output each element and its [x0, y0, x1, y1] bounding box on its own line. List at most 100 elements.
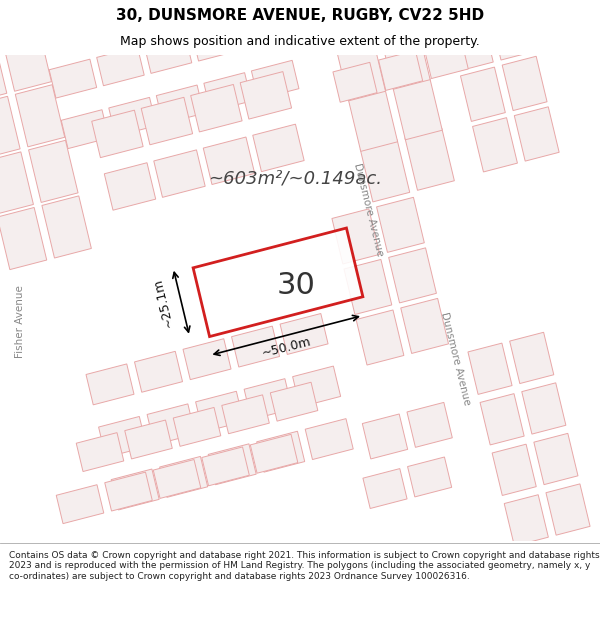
Polygon shape	[490, 6, 535, 60]
Polygon shape	[473, 118, 517, 172]
Polygon shape	[196, 391, 244, 432]
Polygon shape	[192, 22, 239, 61]
Polygon shape	[413, 0, 457, 30]
Polygon shape	[85, 0, 132, 35]
Polygon shape	[424, 39, 468, 79]
Polygon shape	[436, 0, 481, 21]
Polygon shape	[191, 84, 242, 132]
Polygon shape	[502, 56, 547, 111]
Polygon shape	[360, 140, 410, 202]
Polygon shape	[407, 402, 452, 448]
Polygon shape	[514, 107, 559, 161]
Polygon shape	[239, 10, 287, 49]
Polygon shape	[280, 314, 328, 354]
Polygon shape	[305, 419, 353, 459]
Polygon shape	[183, 339, 231, 379]
Polygon shape	[0, 208, 47, 269]
Polygon shape	[2, 29, 52, 91]
Polygon shape	[134, 351, 182, 392]
Polygon shape	[244, 379, 292, 419]
Polygon shape	[37, 9, 85, 48]
Polygon shape	[546, 484, 590, 535]
Polygon shape	[363, 469, 407, 509]
Polygon shape	[389, 248, 436, 303]
Polygon shape	[204, 72, 251, 112]
Text: ~603m²/~0.149ac.: ~603m²/~0.149ac.	[208, 169, 382, 187]
Polygon shape	[49, 59, 97, 98]
Polygon shape	[92, 110, 143, 158]
Polygon shape	[348, 89, 398, 151]
Polygon shape	[460, 67, 505, 121]
Polygon shape	[407, 457, 452, 497]
Polygon shape	[367, 2, 411, 42]
Polygon shape	[293, 366, 341, 407]
Polygon shape	[153, 459, 201, 498]
Polygon shape	[222, 395, 269, 434]
Polygon shape	[0, 0, 38, 36]
Polygon shape	[147, 404, 195, 445]
Polygon shape	[76, 432, 124, 471]
Text: Contains OS data © Crown copyright and database right 2021. This information is : Contains OS data © Crown copyright and d…	[9, 551, 599, 581]
Polygon shape	[362, 414, 407, 459]
Polygon shape	[270, 382, 318, 421]
Polygon shape	[29, 140, 78, 202]
Polygon shape	[203, 137, 254, 184]
Polygon shape	[144, 34, 192, 73]
Polygon shape	[179, 0, 227, 11]
Polygon shape	[0, 96, 20, 158]
Polygon shape	[332, 209, 380, 264]
Polygon shape	[401, 298, 449, 353]
Polygon shape	[250, 434, 298, 473]
Polygon shape	[104, 162, 156, 210]
Polygon shape	[109, 98, 157, 136]
Polygon shape	[253, 124, 304, 172]
Polygon shape	[232, 326, 280, 367]
Polygon shape	[141, 98, 193, 145]
Polygon shape	[173, 408, 221, 446]
Polygon shape	[0, 41, 7, 103]
Polygon shape	[336, 39, 386, 101]
Polygon shape	[105, 472, 152, 511]
Polygon shape	[379, 51, 422, 91]
Polygon shape	[377, 198, 424, 252]
Polygon shape	[322, 14, 365, 54]
Polygon shape	[480, 394, 524, 445]
Polygon shape	[534, 433, 578, 484]
Polygon shape	[240, 72, 292, 119]
Polygon shape	[97, 47, 144, 86]
Text: 30, DUNSMORE AVENUE, RUGBY, CV22 5HD: 30, DUNSMORE AVENUE, RUGBY, CV22 5HD	[116, 8, 484, 23]
Text: Dunsmore Avenue: Dunsmore Avenue	[439, 311, 472, 406]
Polygon shape	[111, 469, 159, 510]
Text: ~50.0m: ~50.0m	[260, 336, 313, 361]
Text: 30: 30	[277, 271, 316, 300]
Polygon shape	[208, 444, 256, 485]
Polygon shape	[492, 444, 536, 496]
Text: Dunsmore Avenue: Dunsmore Avenue	[352, 162, 385, 257]
Text: Fisher Avenue: Fisher Avenue	[15, 286, 25, 358]
Polygon shape	[202, 447, 250, 486]
Polygon shape	[504, 495, 548, 546]
Polygon shape	[193, 228, 363, 337]
Polygon shape	[0, 152, 34, 214]
Polygon shape	[381, 27, 430, 89]
Polygon shape	[509, 332, 554, 384]
Polygon shape	[15, 85, 65, 147]
Polygon shape	[56, 485, 104, 524]
Polygon shape	[61, 110, 109, 149]
Polygon shape	[368, 0, 418, 39]
Text: ~25.1m: ~25.1m	[151, 276, 176, 328]
Polygon shape	[257, 431, 305, 472]
Polygon shape	[324, 0, 373, 50]
Polygon shape	[251, 61, 299, 99]
Text: Map shows position and indicative extent of the property.: Map shows position and indicative extent…	[120, 35, 480, 48]
Polygon shape	[132, 0, 179, 23]
Polygon shape	[98, 416, 146, 457]
Polygon shape	[86, 364, 134, 405]
Polygon shape	[468, 343, 512, 394]
Polygon shape	[333, 62, 377, 102]
Polygon shape	[393, 78, 442, 140]
Polygon shape	[522, 383, 566, 434]
Polygon shape	[157, 85, 204, 124]
Polygon shape	[160, 456, 208, 498]
Polygon shape	[356, 310, 404, 365]
